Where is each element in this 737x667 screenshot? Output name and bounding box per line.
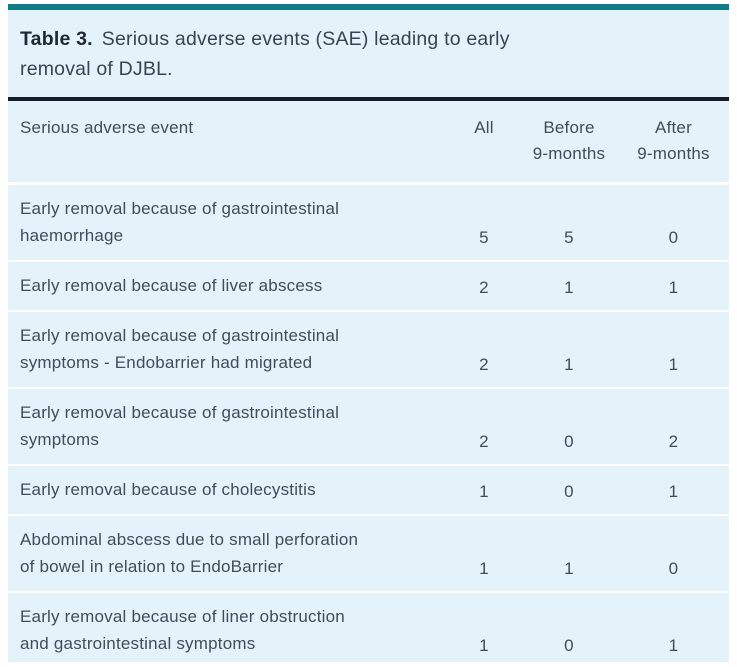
- table-caption-label: Table 3.: [20, 28, 93, 50]
- value-before: 1: [564, 278, 574, 297]
- header-row: Serious adverse event All Before 9-month…: [8, 101, 729, 185]
- event-label: Early removal because of gastrointestina…: [20, 403, 340, 449]
- table-row: Early removal because of gastrointestina…: [8, 311, 729, 388]
- column-header-after: After 9-months: [618, 101, 729, 185]
- value-after: 0: [668, 228, 679, 247]
- value-after: 1: [668, 482, 679, 501]
- value-after: 1: [668, 636, 679, 655]
- caption-divider-rule: [8, 97, 729, 101]
- column-header-event: Serious adverse event: [8, 101, 448, 185]
- table-caption-text: Serious adverse events (SAE) leading to …: [20, 28, 510, 80]
- value-all: 2: [479, 278, 489, 297]
- value-after: 1: [668, 355, 679, 374]
- table-row: Early removal because of cholecystitis 1…: [8, 465, 729, 515]
- event-label: Early removal because of liner obstructi…: [20, 607, 345, 653]
- value-all: 1: [479, 636, 489, 655]
- value-after: 1: [668, 278, 679, 297]
- table-row: Abdominal abscess due to small perforati…: [8, 515, 729, 592]
- event-label: Early removal because of liver abscess: [20, 276, 323, 295]
- event-label: Early removal because of gastrointestina…: [20, 199, 340, 245]
- value-after: 0: [668, 559, 679, 578]
- value-before: 0: [564, 432, 574, 451]
- value-all: 1: [479, 559, 489, 578]
- value-all: 2: [479, 432, 489, 451]
- column-header-all: All: [448, 101, 520, 185]
- value-all: 2: [479, 355, 489, 374]
- table-row: Early removal because of gastrointestina…: [8, 184, 729, 261]
- table-row: Early removal because of liner obstructi…: [8, 592, 729, 667]
- value-all: 5: [479, 228, 489, 247]
- table-row: Early removal because of liver abscess 2…: [8, 261, 729, 311]
- event-label: Early removal because of cholecystitis: [20, 480, 316, 499]
- value-before: 0: [564, 482, 574, 501]
- table-caption: Table 3. Serious adverse events (SAE) lea…: [8, 10, 729, 97]
- column-header-before: Before 9-months: [520, 101, 618, 185]
- event-label: Early removal because of gastrointestina…: [20, 326, 340, 372]
- value-before: 5: [564, 228, 574, 247]
- value-before: 0: [564, 636, 574, 655]
- sae-table: Serious adverse event All Before 9-month…: [8, 101, 729, 667]
- value-before: 1: [564, 355, 574, 374]
- value-after: 2: [668, 432, 679, 451]
- table-row: Early removal because of gastrointestina…: [8, 388, 729, 465]
- table-card: Table 3. Serious adverse events (SAE) lea…: [8, 4, 729, 662]
- value-before: 1: [564, 559, 574, 578]
- event-label: Abdominal abscess due to small perforati…: [20, 530, 359, 576]
- table-header: Serious adverse event All Before 9-month…: [8, 101, 729, 185]
- value-all: 1: [479, 482, 489, 501]
